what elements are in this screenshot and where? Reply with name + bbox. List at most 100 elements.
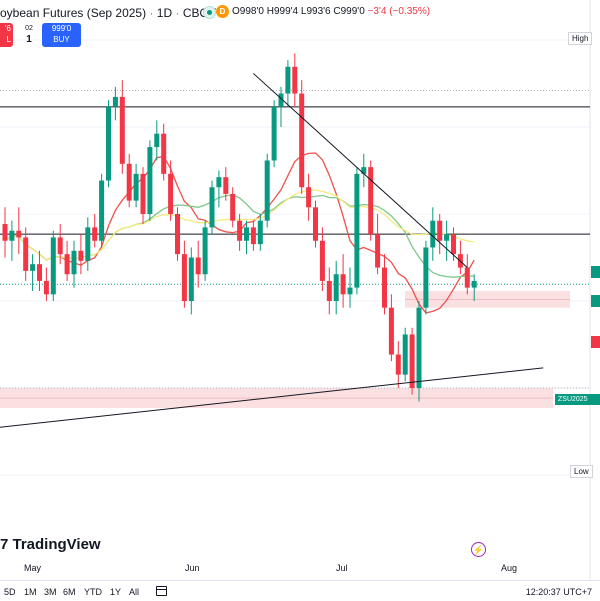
order-quantity[interactable]: 1 xyxy=(26,34,32,45)
candle-body xyxy=(292,66,298,94)
candle-body xyxy=(313,207,318,241)
candle-body xyxy=(119,96,125,164)
candle-body xyxy=(209,187,215,228)
timeframe-all[interactable]: All xyxy=(129,587,140,597)
candle-body xyxy=(340,274,346,295)
candle-body xyxy=(57,237,63,255)
candle-body xyxy=(416,307,422,388)
candle-body xyxy=(375,234,381,268)
candle-body xyxy=(299,93,305,188)
candle-body xyxy=(361,167,367,174)
ma-tag-fast xyxy=(591,336,600,348)
candle-body xyxy=(78,250,84,261)
interval-label[interactable]: 1D xyxy=(156,6,173,20)
x-tick-aug: Aug xyxy=(501,563,518,573)
sell-button[interactable]: '6 L xyxy=(0,23,13,47)
candle-body xyxy=(402,334,408,375)
tradingview-logo[interactable]: 7 TradingView xyxy=(0,536,101,553)
candle-body xyxy=(306,187,312,208)
symbol-title: oybean Futures (Sep 2025) xyxy=(0,6,147,20)
price-chart[interactable] xyxy=(0,0,600,580)
candle-body xyxy=(161,133,167,174)
candle-body xyxy=(382,267,387,308)
candle-body xyxy=(168,173,174,214)
candle-body xyxy=(319,240,325,281)
candle-body xyxy=(181,254,187,301)
candle-body xyxy=(92,227,98,241)
candle-body xyxy=(230,193,236,221)
ohlc-close: C999'0 xyxy=(333,6,365,17)
low-label: Low xyxy=(570,465,593,478)
candle-body xyxy=(50,237,56,295)
market-open-icon xyxy=(203,6,216,19)
candle-body xyxy=(244,227,249,241)
candle-body xyxy=(464,267,470,288)
ma-tag-mid xyxy=(591,266,600,278)
candle-body xyxy=(471,280,477,288)
timezone-clock[interactable]: 12:20:37 UTC+7 xyxy=(525,587,592,597)
candle-body xyxy=(64,254,70,275)
trendline xyxy=(253,73,468,268)
candle-body xyxy=(333,274,339,301)
candle-body xyxy=(99,180,105,241)
x-tick-jul: Jul xyxy=(336,563,348,573)
candle-body xyxy=(133,173,139,201)
x-tick-jun: Jun xyxy=(185,563,200,573)
candle-body xyxy=(409,334,415,388)
candle-body xyxy=(175,214,180,255)
candle-body xyxy=(368,167,374,235)
ohlc-change: −3'4 (−0.35%) xyxy=(367,6,431,17)
candle-body xyxy=(388,307,394,355)
candle-body xyxy=(285,66,291,94)
timeframe-ytd[interactable]: YTD xyxy=(84,587,102,597)
candle-body xyxy=(154,133,160,148)
sell-price: '6 xyxy=(5,24,11,33)
candle-body xyxy=(202,227,208,275)
symbol-price-badge: ZSU2025 xyxy=(555,394,600,405)
ohlc-low: L993'6 xyxy=(300,6,331,17)
calendar-icon[interactable] xyxy=(156,586,167,596)
candle-body xyxy=(264,160,270,221)
timeframe-5d[interactable]: 5D xyxy=(4,587,16,597)
candle-body xyxy=(37,264,42,281)
buy-price: 999'0 xyxy=(51,24,72,33)
candle-body xyxy=(278,93,284,107)
sell-label: L xyxy=(6,35,11,44)
candle-body xyxy=(451,234,456,255)
candle-body xyxy=(250,227,256,245)
bolt-icon[interactable]: ⚡ xyxy=(471,542,486,557)
candle-body xyxy=(444,234,450,241)
ma-tag-mid-2 xyxy=(591,295,600,307)
candle-body xyxy=(43,280,49,295)
candle-body xyxy=(271,106,277,161)
ohlc-legend: O998'0 H999'4 L993'6 C999'0 −3'4 (−0.35%… xyxy=(232,6,430,17)
candle-body xyxy=(140,173,146,214)
candle-body xyxy=(2,224,8,241)
candle-body xyxy=(326,280,332,301)
candle-body xyxy=(423,247,429,308)
candle-body xyxy=(147,147,153,214)
candle-body xyxy=(112,96,118,107)
timeframe-3m[interactable]: 3M xyxy=(44,587,57,597)
symbol-header[interactable]: oybean Futures (Sep 2025) · 1D · CBOT xyxy=(0,6,217,20)
delayed-data-icon: D xyxy=(216,5,229,18)
buy-button[interactable]: 999'0 BUY xyxy=(42,23,81,47)
trendline xyxy=(0,367,544,428)
candle-body xyxy=(16,230,22,238)
candle-body xyxy=(30,264,36,271)
candle-body xyxy=(223,177,229,194)
buy-label: BUY xyxy=(53,35,70,44)
candle-body xyxy=(216,177,222,188)
spread-value: 02 xyxy=(25,25,33,32)
candle-body xyxy=(354,173,360,288)
high-label: High xyxy=(568,32,593,45)
x-tick-may: May xyxy=(24,563,42,573)
timeframe-1m[interactable]: 1M xyxy=(24,587,37,597)
candle-body xyxy=(395,354,401,375)
timeframe-1y[interactable]: 1Y xyxy=(110,587,122,597)
candle-body xyxy=(106,106,111,181)
ohlc-open: O998'0 xyxy=(232,6,264,17)
candle-body xyxy=(9,230,15,241)
timeframe-6m[interactable]: 6M xyxy=(63,587,76,597)
candle-body xyxy=(237,220,243,241)
